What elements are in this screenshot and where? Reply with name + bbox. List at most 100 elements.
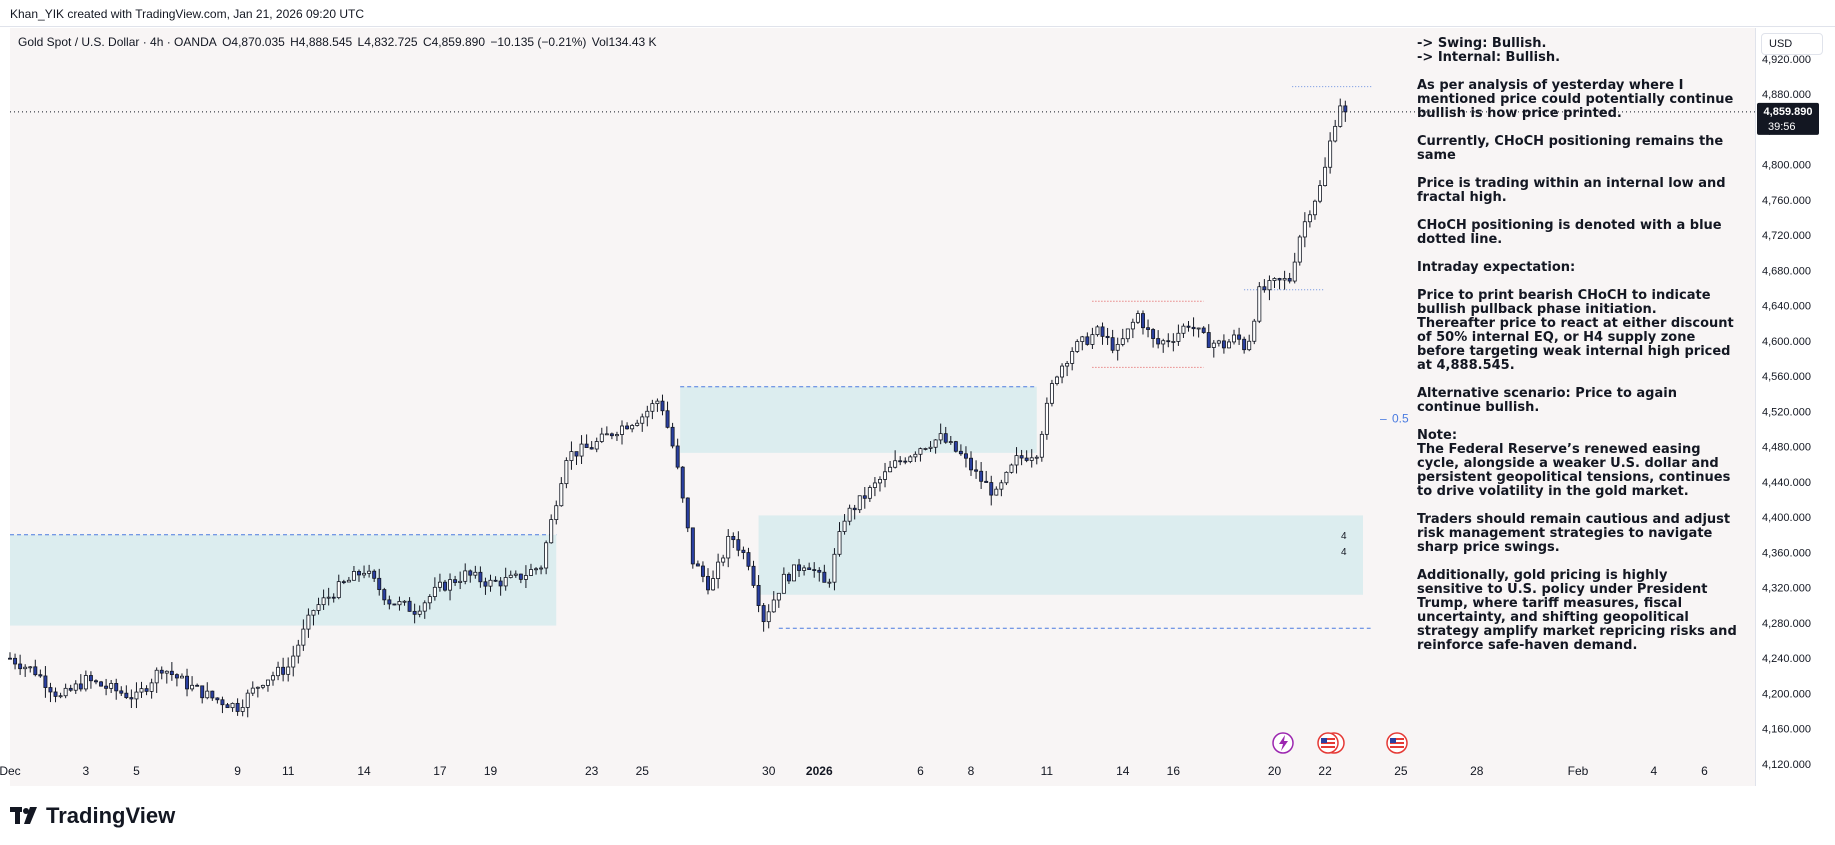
candle-body — [1247, 340, 1252, 351]
swing-bias: -> Swing: Bullish. — [1417, 36, 1547, 51]
candle-body — [1216, 340, 1221, 344]
candle-body — [215, 697, 220, 701]
candle-body — [614, 434, 619, 437]
x-tick-label: 11 — [282, 764, 295, 778]
candle-body — [1141, 313, 1145, 329]
candle-body — [1105, 335, 1110, 339]
note-title: Note: — [1417, 428, 1458, 443]
x-tick-label: 8 — [968, 764, 975, 778]
candle-body — [888, 466, 893, 473]
candle-body — [837, 531, 842, 555]
zone-mark: 4 — [1341, 547, 1347, 558]
candle-body — [1166, 340, 1171, 343]
candle-body — [99, 681, 104, 687]
economic-events[interactable] — [1272, 732, 1408, 754]
candle-body — [650, 403, 655, 412]
candle-body — [1323, 166, 1328, 187]
y-tick-label: 4,200.000 — [1762, 688, 1811, 700]
candle-body — [1267, 280, 1272, 291]
candle-body — [88, 675, 93, 682]
candle-body — [675, 445, 680, 468]
candle-body — [357, 571, 361, 576]
candle-body — [620, 425, 624, 435]
candle-body — [878, 478, 882, 484]
candle-body — [43, 675, 48, 688]
candle-body — [220, 699, 225, 706]
symbol-legend[interactable]: Gold Spot / U.S. Dollar · 4h · OANDA O4,… — [18, 35, 659, 49]
candle-body — [341, 581, 346, 584]
candle-body — [938, 433, 943, 441]
tradingview-logo[interactable]: TradingView — [10, 803, 175, 829]
us-flag-event-icon[interactable] — [1317, 732, 1345, 754]
candle-body — [412, 610, 417, 615]
candle-body — [741, 549, 746, 553]
candle-body — [53, 691, 58, 697]
candle-body — [893, 460, 898, 468]
y-tick-label: 4,760.000 — [1762, 195, 1811, 207]
x-tick-label: 6 — [1701, 764, 1708, 778]
candle-body — [458, 580, 463, 583]
candle-body — [33, 666, 38, 676]
x-tick-label: 5 — [133, 764, 140, 778]
symbol-name[interactable]: Gold Spot / U.S. Dollar · 4h · OANDA — [18, 35, 217, 49]
x-tick-label: 14 — [357, 764, 371, 778]
candle-body — [604, 433, 609, 436]
candle-body — [609, 433, 614, 437]
candle-body — [1151, 329, 1156, 339]
lightning-event-icon[interactable] — [1272, 732, 1294, 754]
y-tick-label: 4,480.000 — [1762, 442, 1811, 454]
candle-body — [276, 666, 281, 677]
candle-body — [660, 400, 665, 412]
top-bar: Khan_YIK created with TradingView.com, J… — [0, 0, 1835, 27]
candle-body — [367, 570, 372, 574]
candle-body — [1272, 278, 1277, 281]
analysis-paragraph: Traders should remain cautious and adjus… — [1417, 512, 1731, 555]
candle-body — [498, 580, 503, 587]
candle-body — [351, 571, 356, 581]
x-tick-label: 28 — [1470, 764, 1484, 778]
candle-body — [933, 439, 938, 448]
candle-body — [316, 604, 321, 611]
currency-badge[interactable]: USD — [1761, 33, 1823, 55]
bar-countdown: 39:56 — [1768, 121, 1796, 133]
ohlc-high: H4,888.545 — [290, 35, 353, 49]
x-tick-label: 23 — [585, 764, 599, 778]
candle-body — [756, 584, 761, 606]
analysis-text-box[interactable]: -> Swing: Bullish. -> Internal: Bullish.… — [1417, 37, 1737, 667]
bottom-bar — [0, 786, 1835, 845]
candle-body — [28, 666, 33, 669]
x-tick-label: 17 — [433, 764, 447, 778]
candle-body — [979, 470, 984, 482]
us-flag-event-icon[interactable] — [1386, 732, 1408, 754]
candle-body — [1044, 402, 1049, 435]
candle-body — [38, 674, 43, 677]
ohlc-open: O4,870.035 — [222, 35, 285, 49]
candle-body — [781, 573, 786, 594]
levels-layer — [10, 86, 1374, 629]
candle-body — [852, 507, 857, 511]
candle-body — [13, 657, 18, 665]
x-tick-label: 25 — [1394, 764, 1408, 778]
candle-body — [321, 597, 326, 606]
demand-zone-january — [758, 515, 1364, 595]
candle-body — [58, 695, 63, 698]
candle-body — [417, 610, 422, 615]
candle-body — [271, 675, 275, 681]
candle-body — [958, 450, 963, 455]
candle-body — [195, 684, 200, 687]
candle-body — [726, 536, 731, 559]
candle-body — [63, 687, 68, 697]
internal-bias: -> Internal: Bullish. — [1417, 50, 1561, 65]
x-tick-label: 3 — [83, 764, 90, 778]
analysis-paragraph: Price is trading within an internal low … — [1417, 176, 1726, 205]
candle-body — [1338, 105, 1343, 127]
candle-body — [797, 564, 802, 571]
price-axis[interactable] — [1755, 28, 1835, 786]
candle-body — [1186, 325, 1191, 328]
candle-body — [513, 573, 518, 576]
candle-body — [862, 495, 867, 499]
candle-body — [1075, 341, 1080, 352]
candle-body — [1262, 286, 1267, 291]
candle-body — [83, 675, 88, 690]
